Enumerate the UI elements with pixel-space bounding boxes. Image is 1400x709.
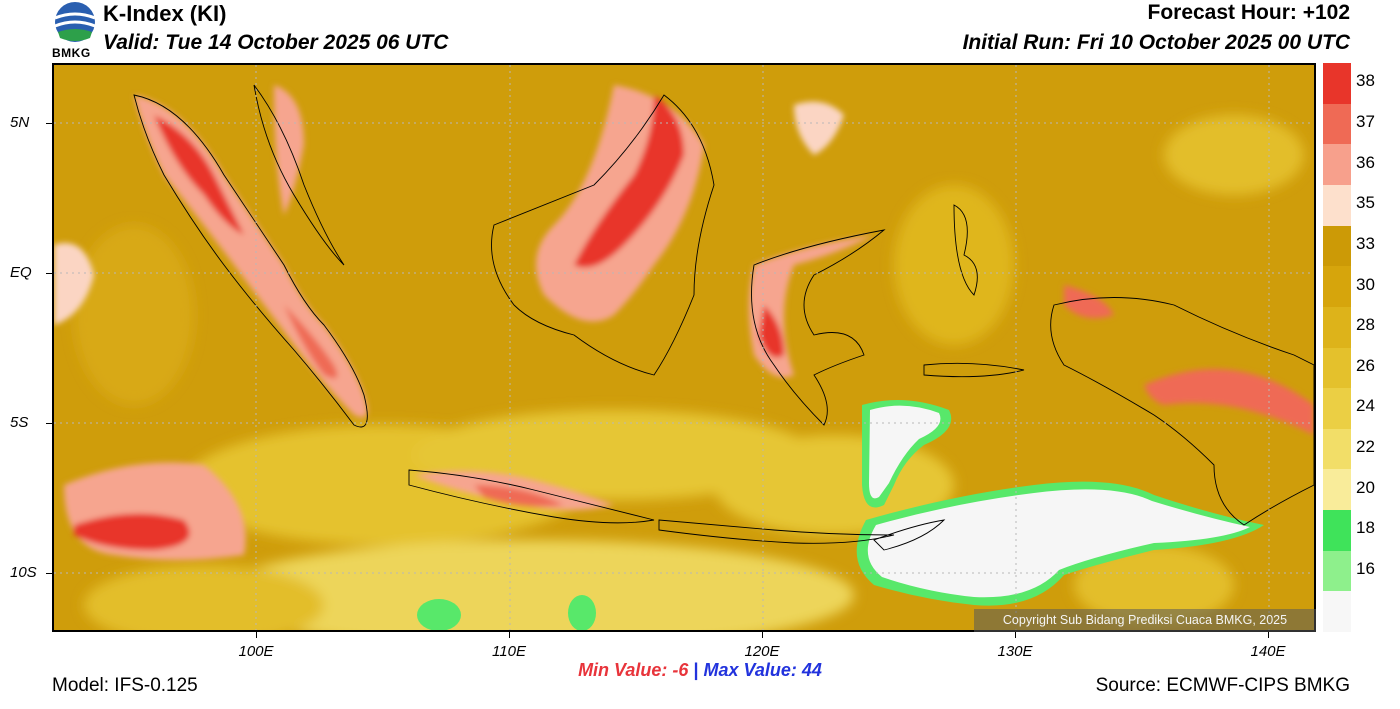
colorbar-label: 28: [1356, 315, 1375, 335]
colorbar-band: [1323, 347, 1351, 389]
colorbar-label: 30: [1356, 274, 1375, 294]
colorbar-label: 26: [1356, 355, 1375, 375]
source-info: Source: ECMWF-CIPS BMKG: [1095, 675, 1350, 696]
model-info: Model: IFS-0.125: [52, 675, 198, 696]
sulawesi-coast: [751, 229, 886, 426]
colorbar-band: [1323, 591, 1351, 633]
forecast-hour: Forecast Hour: +102: [1147, 1, 1351, 24]
valid-time: Valid: Tue 14 October 2025 06 UTC: [103, 31, 449, 54]
colorbar-label: 37: [1356, 111, 1375, 131]
chart-title: K-Index (KI): [103, 1, 227, 26]
lon-tick: [1015, 632, 1016, 638]
colorbar-band: [1323, 469, 1351, 511]
coastlines: [133, 84, 1314, 551]
min-value: -6: [672, 660, 689, 680]
lon-tick: [1268, 632, 1269, 638]
dry-region: [417, 400, 1264, 630]
lon-tick: [762, 632, 763, 638]
logo-text: BMKG: [52, 46, 91, 60]
colorbar-label: 33: [1356, 233, 1375, 253]
lon-label-130e: 130E: [997, 643, 1033, 660]
value-range: Min Value: -6 | Max Value: 44: [0, 660, 1400, 681]
colorbar: [1323, 63, 1351, 633]
lat-label-5s: 5S: [10, 414, 29, 431]
colorbar-label: 22: [1356, 437, 1375, 457]
graticule: [54, 65, 1314, 630]
colorbar-band: [1323, 266, 1351, 308]
malay-peninsula-coast: [253, 84, 345, 266]
timor-coast: [873, 519, 946, 551]
copyright-notice: Copyright Sub Bidang Prediksi Cuaca BMKG…: [974, 609, 1316, 632]
papua-coast: [1050, 297, 1314, 526]
stats-separator: |: [693, 660, 699, 680]
colorbar-label: 36: [1356, 152, 1375, 172]
colorbar-label: 24: [1356, 396, 1375, 416]
initial-run: Initial Run: Fri 10 October 2025 00 UTC: [962, 31, 1350, 54]
halmahera-coast: [953, 204, 978, 296]
lat-label-5n: 5N: [10, 114, 30, 131]
colorbar-band: [1323, 510, 1351, 552]
lat-tick: [46, 273, 52, 274]
max-value: 44: [801, 660, 822, 680]
nusa-tenggara-coast: [658, 519, 895, 544]
borneo-coast: [491, 94, 715, 376]
lon-tick: [509, 632, 510, 638]
colorbar-band: [1323, 144, 1351, 186]
min-label: Min Value:: [578, 660, 668, 680]
colorbar-label: 38: [1356, 71, 1375, 91]
colorbar-band: [1323, 550, 1351, 592]
bmkg-logo: [52, 0, 98, 62]
lon-label-140e: 140E: [1250, 643, 1286, 660]
colorbar-label: 18: [1356, 518, 1375, 538]
colorbar-label: 35: [1356, 193, 1375, 213]
max-label: Max Value:: [703, 660, 797, 680]
colorbar-band: [1323, 306, 1351, 348]
lon-tick: [256, 632, 257, 638]
java-coast: [408, 469, 655, 524]
lat-label-eq: EQ: [10, 264, 32, 281]
colorbar-band: [1323, 388, 1351, 430]
lat-label-10s: 10S: [10, 564, 37, 581]
colorbar-band: [1323, 103, 1351, 145]
high-ki-zones: [54, 85, 1314, 560]
colorbar-band: [1323, 428, 1351, 470]
lat-tick: [46, 423, 52, 424]
lat-tick: [46, 573, 52, 574]
k-index-map: [52, 63, 1316, 632]
colorbar-band: [1323, 225, 1351, 267]
lon-label-110e: 110E: [492, 643, 526, 660]
colorbar-label: 16: [1356, 559, 1375, 578]
lat-tick: [46, 123, 52, 124]
lon-label-100e: 100E: [238, 643, 274, 660]
colorbar-label: 20: [1356, 477, 1375, 497]
lon-label-120e: 120E: [744, 643, 780, 660]
colorbar-band: [1323, 184, 1351, 226]
seram-coast: [923, 362, 1025, 378]
colorbar-band: [1323, 63, 1351, 104]
